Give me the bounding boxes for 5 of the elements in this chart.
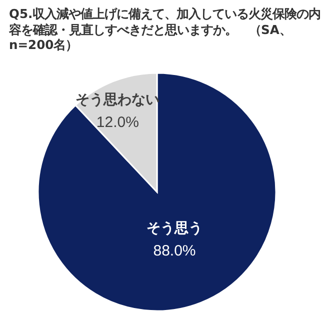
- data-label: 88.0%: [153, 242, 196, 260]
- slice-label: そう思う: [146, 220, 203, 236]
- data-label: 12.0%: [96, 114, 139, 131]
- chart-title: Q5.収入減や値上げに備えて、加入している火災保険の内容を確認・見直しすべきだと思いますか。 （SA、n=200名）: [9, 7, 321, 54]
- pie-slice: [37, 72, 277, 312]
